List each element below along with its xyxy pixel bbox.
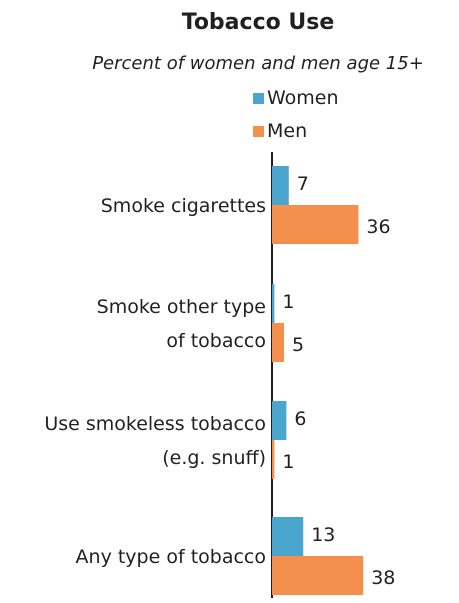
bar-women-use-smokeless-tobacco-e-g-snuff	[272, 401, 287, 440]
legend-swatch-men	[253, 126, 264, 137]
value-label-women-use-smokeless-tobacco-e-g-snuff: 6	[294, 408, 306, 430]
value-label-men-smoke-cigarettes: 36	[366, 216, 390, 238]
legend: Women Men	[253, 87, 339, 142]
value-label-men-use-smokeless-tobacco-e-g-snuff: 1	[282, 451, 294, 473]
legend-swatch-women	[253, 93, 264, 104]
bar-women-smoke-other-type-of-tobacco	[272, 284, 275, 323]
legend-label-men: Men	[267, 120, 307, 142]
bar-men-smoke-other-type-of-tobacco	[272, 323, 284, 362]
value-label-women-smoke-cigarettes: 7	[297, 173, 309, 195]
bar-women-any-type-of-tobacco	[272, 517, 304, 556]
category-label-line: (e.g. snuff)	[162, 447, 266, 469]
category-label-use-smokeless-tobacco-e-g-snuff: Use smokeless tobacco (e.g. snuff)	[44, 413, 266, 469]
bar-men-any-type-of-tobacco	[272, 556, 364, 595]
value-label-men-any-type-of-tobacco: 38	[371, 567, 395, 589]
value-label-men-smoke-other-type-of-tobacco: 5	[292, 334, 304, 356]
legend-label-women: Women	[267, 87, 339, 109]
bar-women-smoke-cigarettes	[272, 166, 289, 205]
bar-men-use-smokeless-tobacco-e-g-snuff	[272, 440, 275, 479]
category-label-line: Smoke other type	[97, 296, 266, 318]
bars-group	[272, 166, 364, 595]
chart-title: Tobacco Use	[182, 10, 335, 35]
category-label-smoke-other-type-of-tobacco: Smoke other type of tobacco	[97, 296, 266, 352]
category-label-smoke-cigarettes: Smoke cigarettes	[101, 195, 266, 217]
value-label-women-any-type-of-tobacco: 13	[311, 524, 335, 546]
category-label-line: Any type of tobacco	[76, 546, 266, 568]
chart-subtitle: Percent of women and men age 15+	[92, 53, 424, 74]
bar-men-smoke-cigarettes	[272, 205, 359, 244]
value-label-women-smoke-other-type-of-tobacco: 1	[282, 291, 294, 313]
category-labels: Smoke cigarettes Smoke other type of tobac…	[44, 195, 266, 568]
category-label-line: Smoke cigarettes	[101, 195, 266, 217]
category-label-line: of tobacco	[166, 330, 266, 352]
category-label-line: Use smokeless tobacco	[44, 413, 266, 435]
category-label-any-type-of-tobacco: Any type of tobacco	[76, 546, 266, 568]
